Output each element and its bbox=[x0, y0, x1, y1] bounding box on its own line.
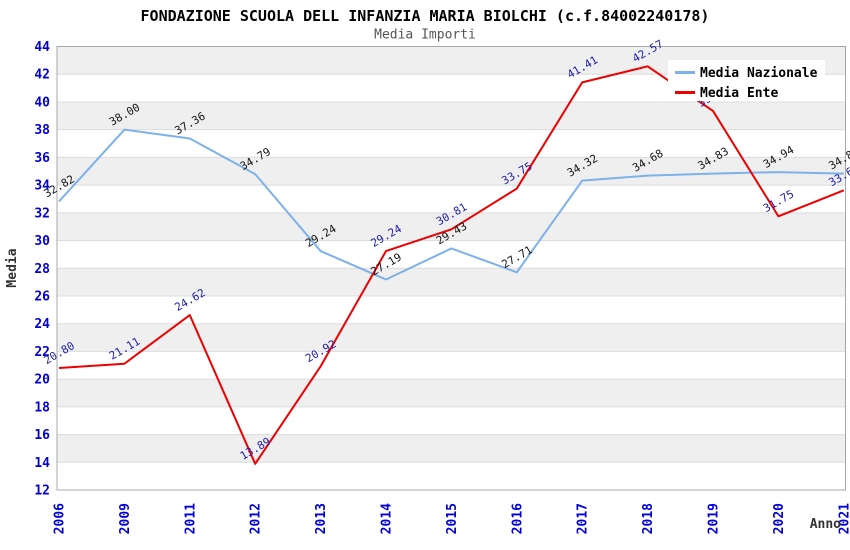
series-lines bbox=[58, 65, 845, 465]
x-axis-title: Anno bbox=[810, 517, 841, 532]
x-tick-label: 2013 bbox=[314, 503, 329, 534]
x-tick-label: 2006 bbox=[53, 503, 68, 534]
y-tick-label: 40 bbox=[34, 95, 50, 110]
y-tick-label: 34 bbox=[34, 179, 50, 194]
x-tick-label: 2021 bbox=[837, 503, 850, 534]
y-tick-label: 38 bbox=[34, 123, 50, 138]
chart-title: FONDAZIONE SCUOLA DELL INFANZIA MARIA BI… bbox=[141, 7, 710, 25]
legend-box bbox=[668, 60, 825, 101]
grid-band bbox=[57, 268, 846, 296]
legend: Media Nazionale Media Ente bbox=[668, 60, 825, 101]
grid-band bbox=[57, 434, 846, 463]
x-tick-label: 2009 bbox=[118, 503, 133, 534]
y-tick-label: 22 bbox=[34, 345, 50, 360]
y-tick-label: 24 bbox=[34, 317, 50, 332]
x-tick-label: 2012 bbox=[249, 503, 264, 534]
grid-band bbox=[57, 157, 846, 186]
y-tick-label: 14 bbox=[34, 456, 50, 471]
y-tick-label: 18 bbox=[34, 400, 50, 415]
y-tick-label: 26 bbox=[34, 289, 50, 304]
grid-band bbox=[57, 101, 846, 130]
y-tick-label: 12 bbox=[34, 484, 50, 499]
x-tick-label: 2020 bbox=[772, 503, 787, 534]
x-tick-label: 2014 bbox=[380, 503, 395, 534]
x-tick-label: 2016 bbox=[510, 503, 525, 534]
series-line-media-nazionale bbox=[58, 128, 844, 281]
y-tick-label: 30 bbox=[34, 234, 50, 249]
data-label: 27.71 bbox=[499, 243, 534, 271]
gridlines bbox=[57, 46, 846, 491]
x-tick-labels: 2006 2009 2011 2012 2013 2014 2015 2016 2017 2018… bbox=[53, 503, 850, 534]
x-tick-label: 2019 bbox=[707, 503, 722, 534]
legend-label: Media Ente bbox=[700, 86, 778, 101]
x-tick-label: 2017 bbox=[576, 503, 591, 534]
y-tick-label: 16 bbox=[34, 428, 50, 443]
y-axis-title: Media bbox=[5, 248, 20, 287]
grid-band bbox=[57, 379, 846, 407]
y-tick-label: 28 bbox=[34, 262, 50, 277]
y-tick-label: 36 bbox=[34, 151, 50, 166]
plot-border-rect bbox=[56, 46, 846, 491]
grid-band bbox=[57, 323, 846, 352]
x-tick-label: 2015 bbox=[445, 503, 460, 534]
y-tick-labels: 12 14 16 18 20 22 24 26 28 30 32 34 36 38 40 42 44 bbox=[34, 40, 50, 499]
y-tick-label: 44 bbox=[34, 40, 50, 55]
x-tick-label: 2018 bbox=[641, 503, 656, 534]
x-tick-label: 2011 bbox=[183, 503, 198, 534]
y-tick-label: 20 bbox=[34, 373, 50, 388]
plot-border bbox=[56, 46, 846, 491]
y-tick-label: 42 bbox=[34, 68, 50, 83]
legend-label: Media Nazionale bbox=[700, 66, 818, 81]
y-tick-label: 32 bbox=[34, 206, 50, 221]
grid-band bbox=[57, 212, 846, 241]
grid-bands bbox=[57, 46, 846, 463]
chart-subtitle: Media Importi bbox=[374, 28, 476, 43]
series-line-media-ente bbox=[58, 65, 845, 465]
